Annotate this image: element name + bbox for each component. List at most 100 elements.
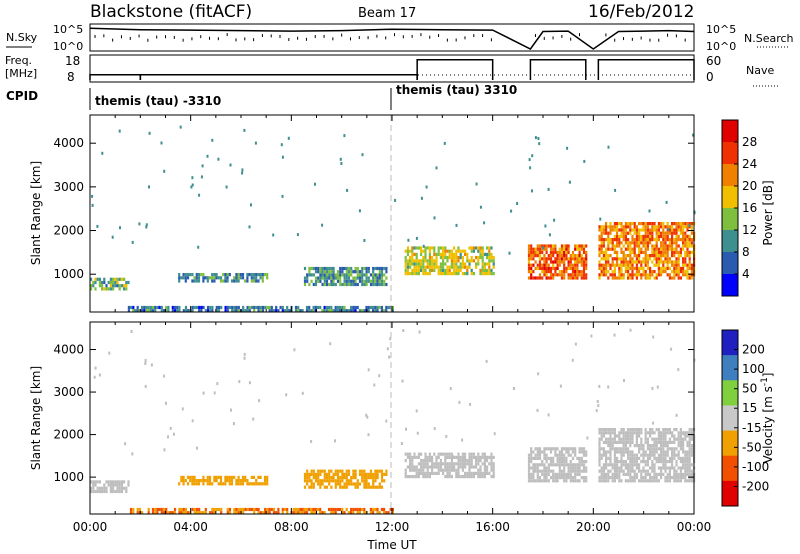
scatter-cell <box>684 234 687 238</box>
scatter-cell <box>686 460 689 464</box>
scatter-cell <box>609 460 612 464</box>
scatter-cell <box>682 231 685 235</box>
scatter-cell <box>343 511 346 515</box>
scatter-cell <box>552 479 555 483</box>
scatter-cell <box>527 453 531 457</box>
scatter-cell <box>688 234 691 238</box>
scatter-cell <box>649 257 652 261</box>
scatter-cell <box>406 268 409 272</box>
scatter-cell <box>339 273 342 277</box>
scatter-cell <box>624 247 627 251</box>
scatter-cell <box>426 465 429 469</box>
scatter-cell <box>673 263 676 267</box>
scatter-cell <box>585 250 588 254</box>
scatter-cell <box>257 507 260 512</box>
scatter-cell <box>646 231 649 235</box>
scatter-cell <box>437 468 440 472</box>
scatter-cell <box>668 257 671 261</box>
scatter-cell <box>690 479 693 483</box>
scatter-cell <box>651 238 654 242</box>
scatter-cell <box>690 231 693 235</box>
scatter-point <box>629 328 632 332</box>
scatter-cell <box>114 480 117 484</box>
scatter-cell <box>202 511 205 515</box>
scatter-cell <box>330 479 333 483</box>
scatter-cell <box>442 471 445 475</box>
scatter-cell <box>556 250 559 254</box>
scatter-cell <box>556 273 559 277</box>
scatter-cell <box>640 263 643 267</box>
scatter-cell <box>653 447 656 451</box>
scatter-cell <box>446 462 449 466</box>
scatter-cell <box>409 459 412 463</box>
scatter-cell <box>686 228 689 232</box>
scatter-cell <box>666 447 669 451</box>
scatter-cell <box>675 231 678 235</box>
scatter-cell <box>259 475 262 479</box>
scatter-point <box>599 217 602 221</box>
scatter-cell <box>574 266 577 270</box>
scatter-cell <box>624 479 627 483</box>
scatter-cell <box>624 263 627 267</box>
scatter-cell <box>682 247 685 251</box>
scatter-cell <box>270 305 273 310</box>
scatter-cell <box>576 472 579 476</box>
scatter-cell <box>631 241 634 245</box>
scatter-cell <box>461 249 464 253</box>
scatter-cell <box>574 466 577 470</box>
scatter-cell <box>363 511 366 515</box>
scatter-cell <box>605 273 608 277</box>
scatter-cell <box>191 475 194 479</box>
scatter-cell <box>217 305 221 310</box>
scatter-cell <box>112 486 115 490</box>
scatter-cell <box>631 257 634 261</box>
scatter-cell <box>372 472 375 476</box>
scatter-cell <box>598 273 601 277</box>
scatter-cell <box>479 455 482 459</box>
scatter-cell <box>644 254 647 258</box>
scatter-cell <box>275 309 278 313</box>
scatter-cell <box>655 437 658 441</box>
scatter-cell <box>483 459 486 463</box>
scatter-cell <box>323 472 326 476</box>
scatter-cell <box>365 266 368 271</box>
scatter-cell <box>472 246 475 250</box>
scatter-cell <box>622 453 625 457</box>
scatter-cell <box>618 257 621 261</box>
scatter-cell <box>675 228 678 232</box>
scatter-cell <box>250 507 254 512</box>
scatter-cell <box>600 231 603 235</box>
scatter-cell <box>250 279 253 283</box>
scatter-cell <box>552 463 555 467</box>
scatter-point <box>692 133 695 137</box>
scatter-cell <box>345 273 348 277</box>
scatter-cell <box>378 469 381 473</box>
beam-title: Beam 17 <box>358 6 416 21</box>
scatter-cell <box>664 453 667 457</box>
scatter-cell <box>244 309 247 313</box>
scatter-cell <box>582 463 586 467</box>
scatter-cell <box>624 466 627 470</box>
scatter-cell <box>690 241 693 245</box>
scatter-cell <box>178 309 181 313</box>
scatter-cell <box>624 238 627 242</box>
scatter-cell <box>675 266 678 270</box>
scatter-cell <box>319 511 322 515</box>
power-colorbar-swatch <box>722 274 738 297</box>
scatter-cell <box>644 431 647 435</box>
scatter-point <box>648 209 651 213</box>
scatter-cell <box>178 305 181 310</box>
scatter-cell <box>605 428 608 432</box>
velocity-xtick-label: 20:00 <box>576 520 611 534</box>
scatter-cell <box>321 266 324 271</box>
scatter-cell <box>545 266 548 270</box>
scatter-cell <box>629 228 632 232</box>
scatter-cell <box>574 453 577 457</box>
scatter-cell <box>622 276 625 280</box>
scatter-cell <box>679 479 682 483</box>
scatter-cell <box>354 266 357 271</box>
scatter-cell <box>481 252 484 256</box>
scatter-point <box>596 400 599 403</box>
scatter-cell <box>294 511 298 515</box>
scatter-cell <box>413 452 416 456</box>
